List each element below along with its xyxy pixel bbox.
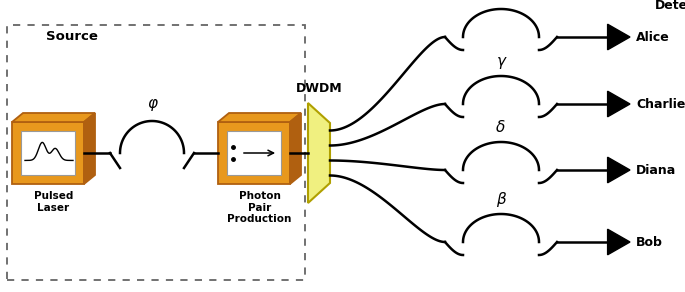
Polygon shape [608, 229, 630, 255]
Text: Charlie: Charlie [636, 98, 685, 110]
Text: α: α [496, 0, 506, 2]
Bar [227, 131, 281, 175]
Polygon shape [608, 91, 630, 117]
Text: Photon
Pair
Production: Photon Pair Production [227, 191, 292, 224]
Polygon shape [608, 24, 630, 50]
Bar [218, 122, 290, 184]
Polygon shape [84, 113, 95, 184]
Text: δ: δ [497, 120, 506, 135]
Polygon shape [12, 113, 95, 122]
Bar [12, 122, 84, 184]
Text: β: β [496, 192, 506, 207]
Text: Bob: Bob [636, 236, 663, 248]
Text: Detectors: Detectors [655, 0, 685, 12]
Bar [7, 25, 305, 280]
Text: Alice: Alice [636, 30, 670, 44]
Text: Diana: Diana [636, 164, 676, 176]
Text: DWDM: DWDM [296, 82, 342, 95]
Text: Source: Source [46, 30, 98, 43]
Bar [21, 131, 75, 175]
Polygon shape [308, 103, 330, 203]
Text: Pulsed
Laser: Pulsed Laser [34, 191, 73, 213]
Polygon shape [608, 157, 630, 183]
Text: γ: γ [497, 54, 506, 69]
Text: φ: φ [147, 96, 157, 111]
Polygon shape [290, 113, 301, 184]
Polygon shape [218, 113, 301, 122]
